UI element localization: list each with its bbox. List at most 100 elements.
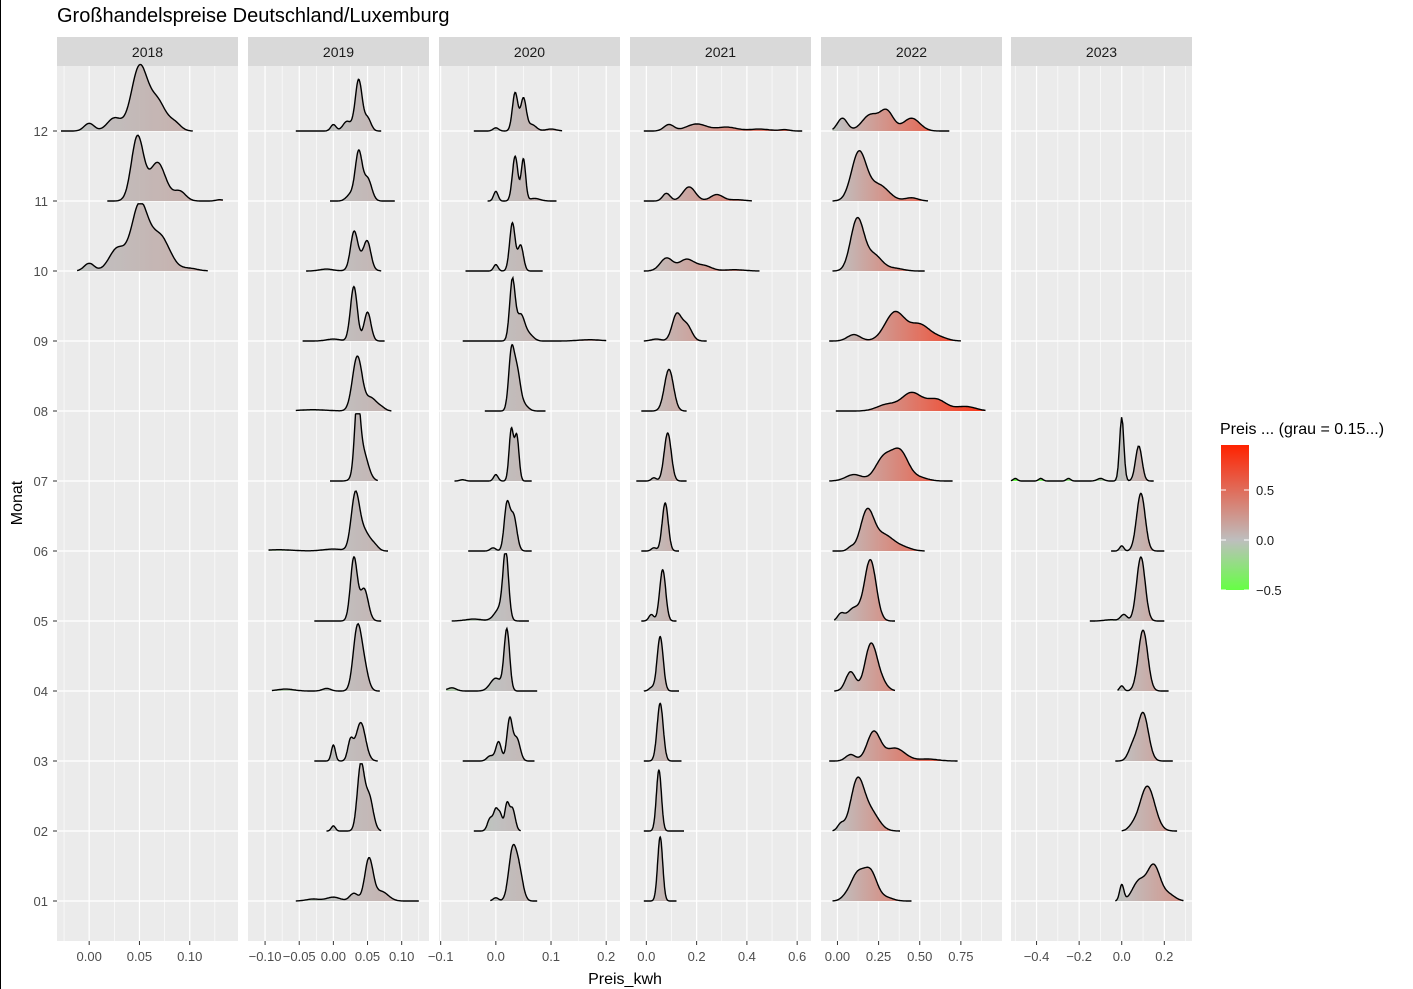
ridge-line-2020-08 — [484, 343, 546, 412]
ridge-area-2022-07 — [829, 448, 953, 481]
panel-background — [57, 66, 238, 941]
ridge-line-2022-06 — [832, 507, 925, 552]
ridge-line-2021-06 — [641, 502, 679, 552]
facet-strip-label: 2021 — [705, 44, 736, 60]
legend-title: Preis ... (grau = 0.15...) — [1220, 421, 1384, 438]
ridge-area-2020-07 — [454, 427, 532, 481]
ridge-line-2022-04 — [834, 642, 896, 692]
x-tick-label: 0.6 — [788, 949, 806, 964]
ridge-area-2021-10 — [643, 257, 760, 271]
x-tick-label: 0.00 — [321, 949, 346, 964]
x-tick-label: −0.1 — [428, 949, 454, 964]
ridge-line-2022-10 — [832, 216, 925, 272]
ridge-line-2020-05 — [451, 553, 529, 622]
ridge-area-2022-03 — [829, 730, 958, 761]
ridge-area-2019-11 — [330, 150, 395, 201]
ridge-area-2023-01 — [1115, 864, 1184, 901]
legend-tick-label: 0.0 — [1256, 533, 1274, 548]
x-tick-label: 0.10 — [389, 949, 414, 964]
ridge-line-2023-07 — [1010, 417, 1154, 482]
ridge-line-2022-07 — [829, 447, 953, 482]
x-tick-label: 0.2 — [688, 949, 706, 964]
ridge-line-2022-05 — [833, 558, 895, 622]
ridge-line-2019-07 — [330, 413, 378, 482]
ridge-area-2019-06 — [268, 491, 388, 551]
ridge-line-2018-11 — [107, 134, 223, 202]
ridge-area-2022-10 — [832, 217, 925, 271]
x-axis-label: Preis_kwh — [588, 971, 662, 988]
ridge-area-2023-06 — [1111, 493, 1165, 551]
x-tick-label: 0.1 — [542, 949, 560, 964]
ridge-area-2020-03 — [462, 717, 535, 761]
ridge-area-2019-02 — [326, 763, 382, 831]
chart-title: Großhandelspreise Deutschland/Luxemburg — [57, 5, 449, 27]
ridge-line-2020-04 — [445, 626, 538, 692]
ridge-area-2018-10 — [77, 203, 208, 271]
y-axis-label: Monat — [9, 480, 26, 525]
ridge-line-2018-12 — [61, 63, 193, 132]
y-tick-label: 12 — [34, 124, 48, 139]
ridge-line-2019-11 — [330, 149, 395, 202]
y-tick-label: 02 — [34, 824, 48, 839]
y-tick-label: 04 — [34, 684, 48, 699]
x-tick-label: 0.05 — [355, 949, 380, 964]
ridge-line-2022-11 — [832, 149, 929, 202]
ridge-area-2019-09 — [302, 286, 385, 341]
ridge-area-2020-06 — [468, 500, 532, 551]
facet-panel-2020: 2020 −0.1 0.0 0.1 0.2 — [428, 37, 620, 964]
facet-strip — [439, 37, 620, 66]
legend-tick-label: 0.5 — [1256, 483, 1274, 498]
ridge-area-2019-08 — [295, 356, 392, 411]
ridge-area-2019-10 — [306, 231, 382, 271]
ridge-line-2019-03 — [314, 721, 378, 762]
panel-background — [248, 66, 429, 941]
ridge-line-2020-06 — [468, 499, 532, 552]
ridge-area-2019-12 — [295, 79, 382, 131]
ridge-area-2019-05 — [314, 556, 382, 621]
ridge-area-2018-12 — [61, 64, 193, 131]
x-tick-label: −0.05 — [283, 949, 316, 964]
ridge-line-2021-05 — [641, 568, 677, 622]
ridge-line-2022-12 — [832, 108, 950, 132]
facet-strip-label: 2018 — [132, 44, 163, 60]
facet-strip — [821, 37, 1002, 66]
ridge-line-2021-11 — [643, 186, 752, 202]
facet-strip-label: 2023 — [1086, 44, 1117, 60]
ridge-line-2019-05 — [314, 556, 382, 622]
facet-strip-label: 2019 — [323, 44, 354, 60]
x-tick-label: 0.0 — [637, 949, 655, 964]
ridge-line-2022-08 — [835, 391, 986, 412]
ridge-line-2023-01 — [1115, 863, 1184, 902]
ridge-line-2020-02 — [473, 800, 522, 832]
y-tick-label: 03 — [34, 754, 48, 769]
ridge-area-2021-01 — [643, 837, 677, 901]
y-axis: 01 02 03 04 05 06 07 08 09 10 11 12 — [34, 124, 57, 909]
x-tick-label: 0.00 — [77, 949, 102, 964]
ridge-area-2019-03 — [314, 722, 378, 761]
ridge-line-2023-02 — [1121, 785, 1178, 832]
ridge-area-2020-08 — [484, 344, 546, 411]
facet-panel-2023: 2023 −0.4 −0.2 0.0 0.2 — [1010, 37, 1192, 964]
ridge-line-2023-05 — [1089, 556, 1165, 622]
facet-panel-2018: 2018 0.00 0.05 0.10 — [57, 37, 238, 964]
ridge-line-2019-12 — [295, 78, 382, 132]
ridge-line-2021-12 — [643, 123, 803, 132]
x-tick-label: −0.4 — [1024, 949, 1050, 964]
x-tick-label: 0.75 — [948, 949, 973, 964]
x-tick-label: −0.10 — [249, 949, 282, 964]
y-tick-label: 01 — [34, 894, 48, 909]
x-tick-label: 0.00 — [825, 949, 850, 964]
ridge-line-2022-03 — [829, 730, 958, 762]
x-tick-label: 0.50 — [907, 949, 932, 964]
facet-strip — [248, 37, 429, 66]
ridge-area-2022-11 — [832, 150, 928, 201]
ridge-line-2019-04 — [271, 622, 380, 692]
facet-panel-2022: 2022 0.00 0.25 0.50 0.75 — [821, 37, 1002, 964]
ridge-line-2019-01 — [295, 856, 419, 902]
x-tick-label: 0.4 — [738, 949, 756, 964]
panel-background — [1011, 66, 1192, 941]
ridge-line-2021-02 — [643, 768, 684, 832]
ridge-area-2022-12 — [832, 109, 950, 131]
ridge-area-2020-01 — [490, 844, 538, 901]
ridge-line-2022-01 — [832, 866, 912, 902]
